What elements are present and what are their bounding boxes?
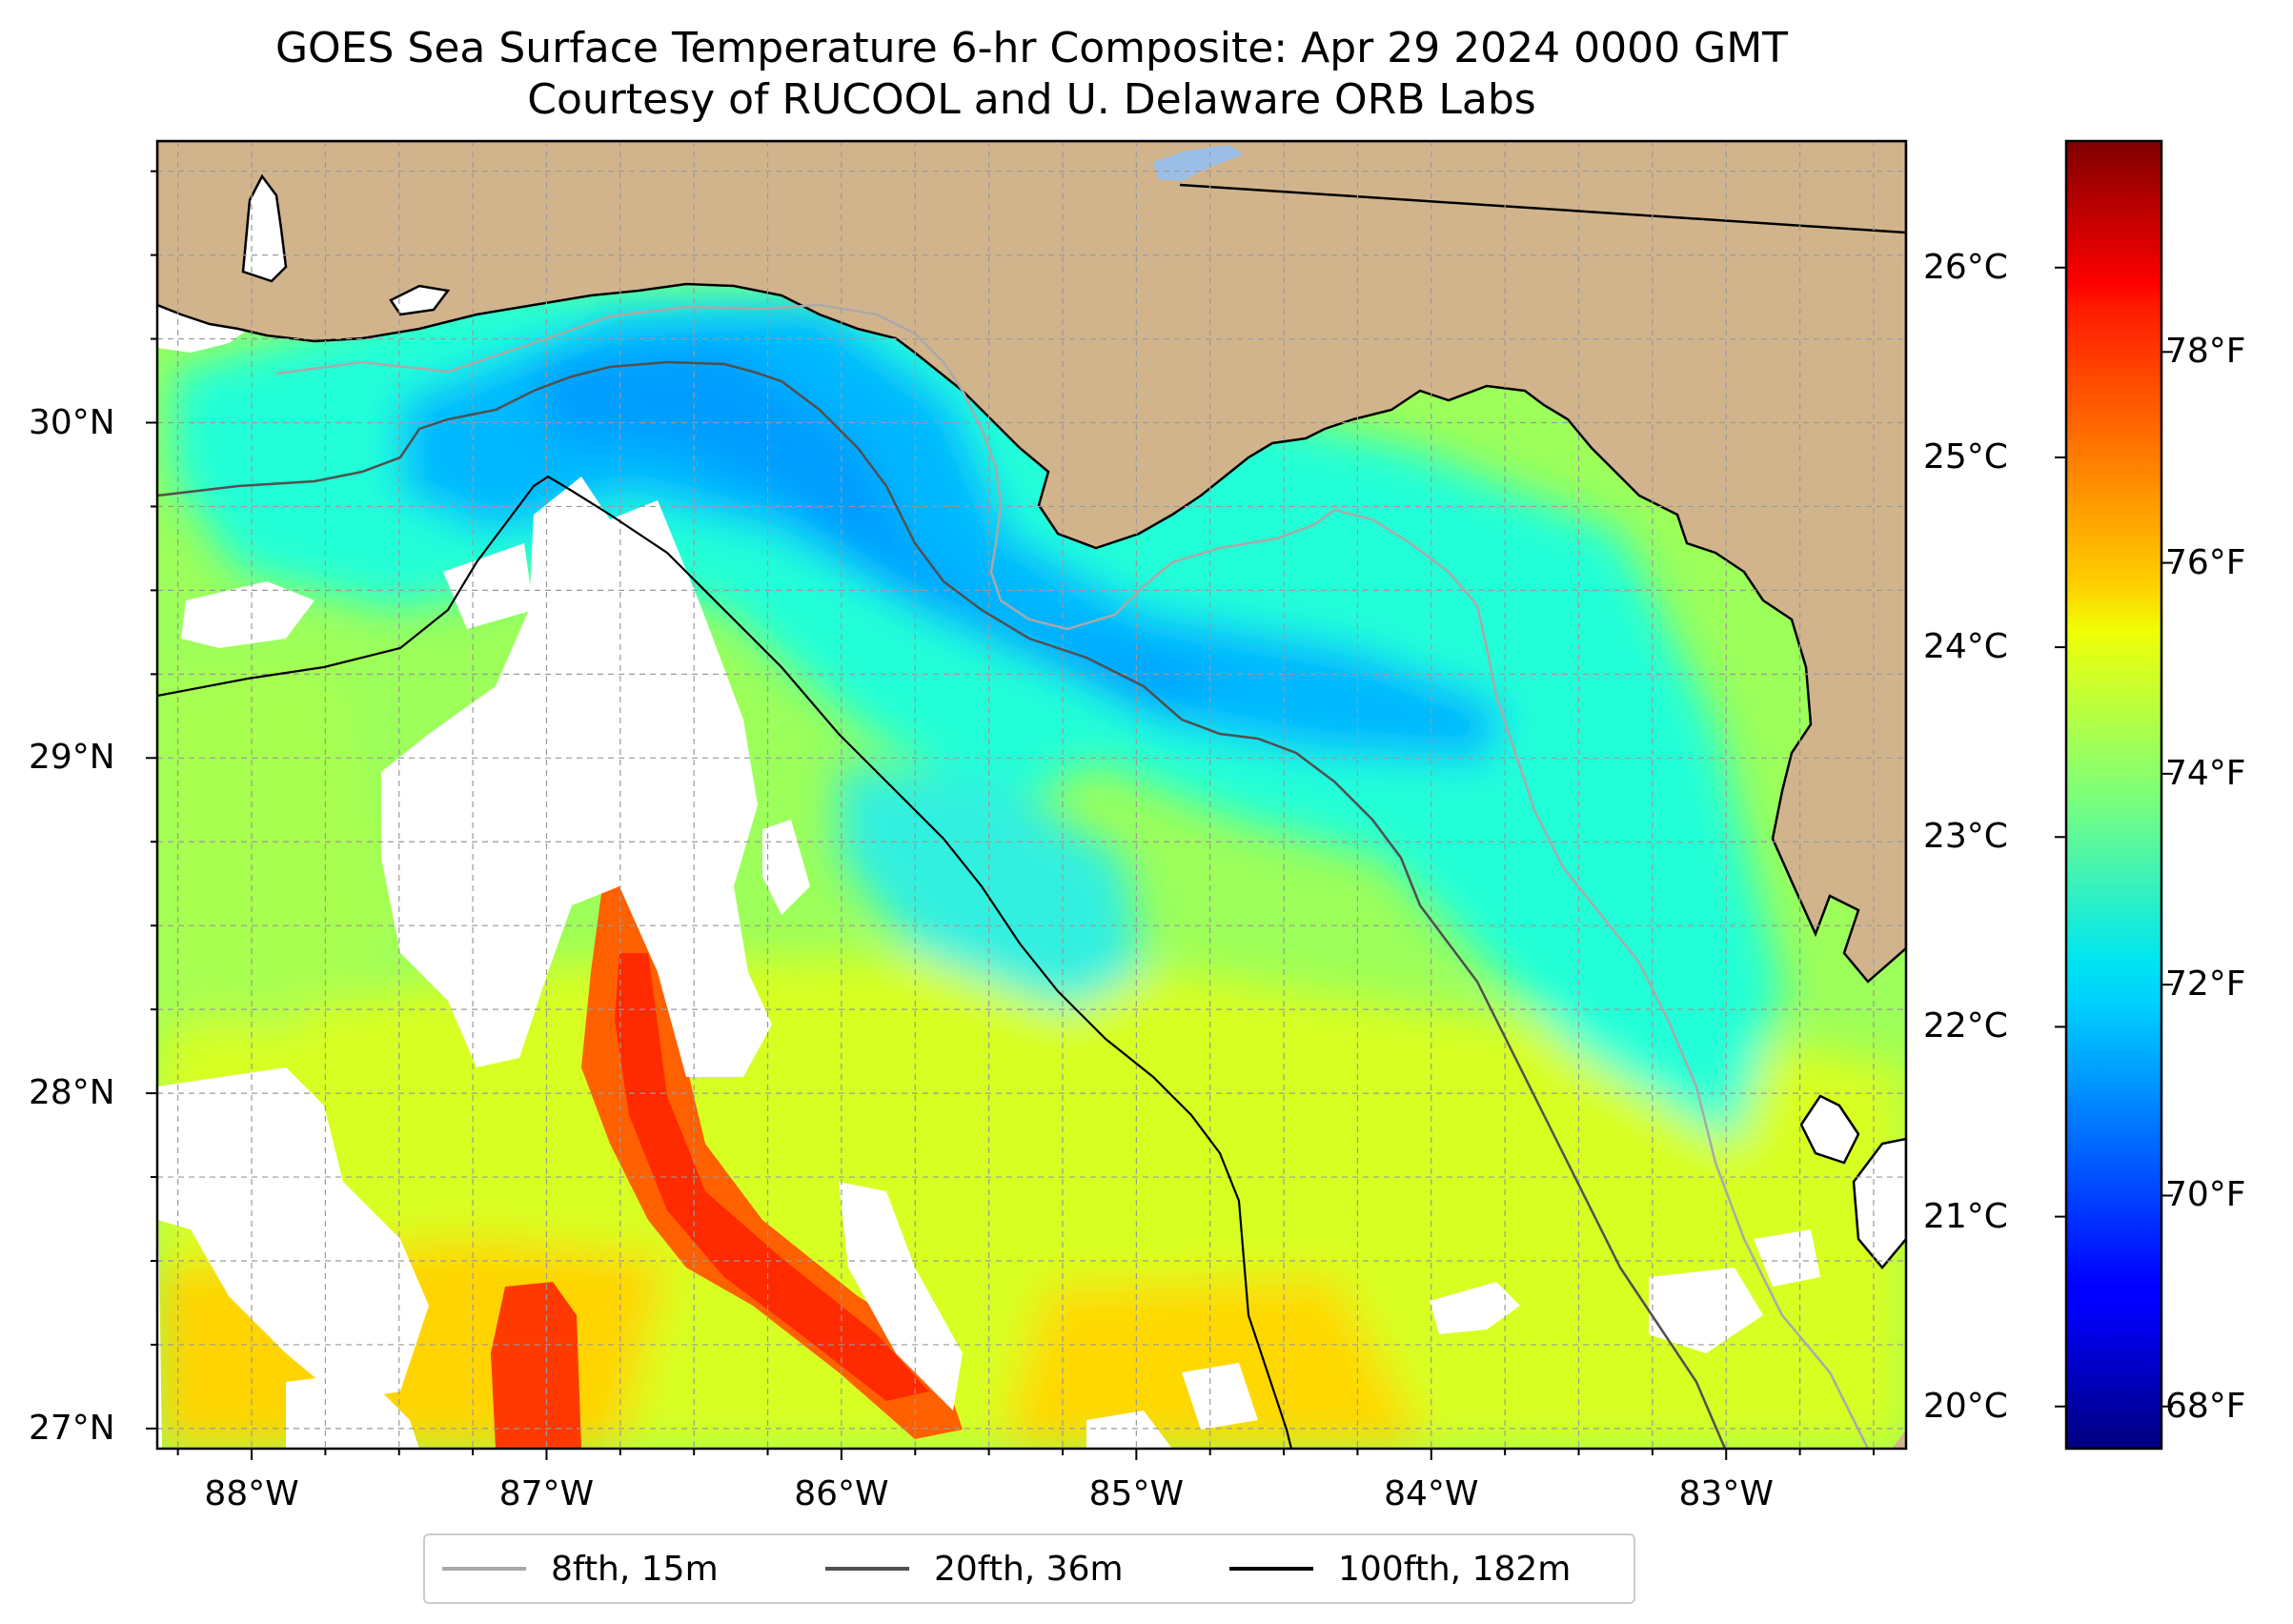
land xyxy=(157,141,1906,984)
isobath-8fth xyxy=(275,303,1870,1449)
lon-tick-label: 84°W xyxy=(1384,1474,1479,1513)
legend-item-100fth: 100fth, 182m xyxy=(1229,1535,1571,1602)
celsius-tick-label: 22°C xyxy=(1923,1006,2008,1046)
lon-tick-label: 88°W xyxy=(204,1474,299,1513)
land-south xyxy=(1892,1430,1906,1449)
warm-filament-core xyxy=(615,953,929,1401)
lat-tick-label: 27°N xyxy=(29,1408,115,1448)
fahrenheit-tick-label: 76°F xyxy=(2165,542,2246,582)
map-frame xyxy=(155,139,1908,1451)
legend-item-8fth: 8fth, 15m xyxy=(442,1535,719,1602)
celsius-tick-label: 26°C xyxy=(1923,247,2008,287)
warm-patch xyxy=(491,1282,581,1449)
lat-tick-label: 30°N xyxy=(29,402,115,442)
lon-tick-label: 83°W xyxy=(1678,1474,1774,1513)
gridlines xyxy=(157,141,1906,1449)
fahrenheit-tick-label: 78°F xyxy=(2165,332,2246,372)
colorbar-ticks xyxy=(2055,266,2173,1408)
lat-tick-label: 28°N xyxy=(29,1073,115,1113)
celsius-tick-label: 23°C xyxy=(1923,817,2008,857)
fahrenheit-tick-label: 70°F xyxy=(2165,1175,2246,1215)
state-boundary xyxy=(1179,183,1906,234)
legend-item-20fth: 20fth, 36m xyxy=(825,1535,1124,1602)
bays xyxy=(241,173,1906,1269)
lat-tick-label: 29°N xyxy=(29,738,115,778)
celsius-tick-label: 24°C xyxy=(1923,627,2008,667)
legend-swatch-100fth xyxy=(1229,1567,1313,1571)
lon-tick-label: 85°W xyxy=(1088,1474,1185,1513)
map-panel xyxy=(157,141,1906,1449)
legend-swatch-20fth xyxy=(825,1567,909,1571)
colorbar xyxy=(2064,139,2163,1451)
fahrenheit-tick-label: 72°F xyxy=(2165,964,2246,1005)
legend: 8fth, 15m 20fth, 36m 100fth, 182m xyxy=(423,1533,1635,1604)
fahrenheit-tick-label: 68°F xyxy=(2165,1386,2246,1426)
axis-ticks xyxy=(146,170,1875,1460)
chart-title: GOES Sea Surface Temperature 6-hr Compos… xyxy=(274,24,1789,72)
legend-label-8fth: 8fth, 15m xyxy=(551,1549,719,1589)
legend-swatch-8fth xyxy=(442,1567,526,1571)
chart-subtitle: Courtesy of RUCOOL and U. Delaware ORB L… xyxy=(527,75,1536,124)
legend-label-100fth: 100fth, 182m xyxy=(1338,1549,1572,1589)
no-data-mask xyxy=(157,286,1820,1449)
celsius-tick-label: 21°C xyxy=(1923,1196,2008,1236)
celsius-tick-label: 20°C xyxy=(1923,1386,2008,1426)
isobath-20fth xyxy=(157,360,1727,1449)
isobath-100fth xyxy=(157,475,1293,1449)
lon-tick-label: 86°W xyxy=(794,1474,889,1513)
lake xyxy=(1153,145,1244,181)
fahrenheit-tick-label: 74°F xyxy=(2165,753,2246,793)
celsius-tick-label: 25°C xyxy=(1923,436,2008,477)
legend-label-20fth: 20fth, 36m xyxy=(934,1549,1124,1589)
lon-tick-label: 87°W xyxy=(498,1474,595,1513)
